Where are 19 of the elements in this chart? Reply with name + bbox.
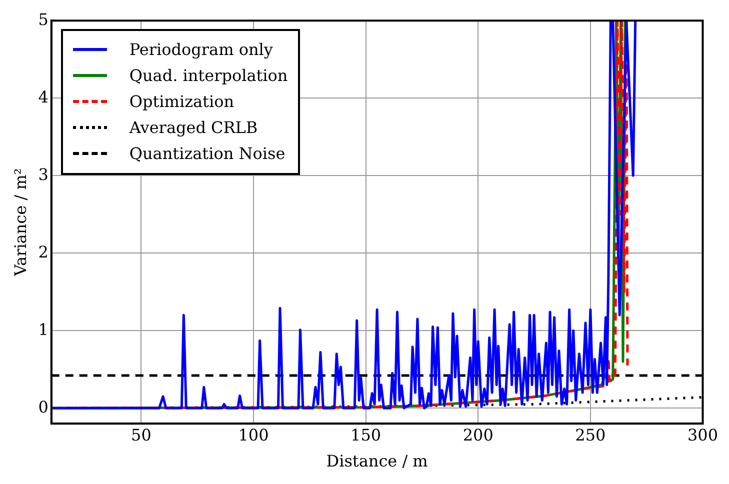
y-tick-label: 4 — [38, 87, 48, 106]
y-tick-label: 1 — [38, 320, 48, 339]
legend-label: Quad. interpolation — [129, 66, 288, 86]
legend-label: Periodogram only — [129, 40, 273, 60]
x-tick-label: 250 — [575, 425, 606, 444]
x-tick-label: 150 — [350, 425, 382, 444]
x-axis-title: Distance / m — [326, 452, 428, 471]
y-tick-label: 2 — [38, 242, 48, 262]
x-tick-label: 50 — [131, 425, 152, 444]
y-tick-label: 3 — [38, 164, 48, 184]
y-tick-label: 5 — [38, 10, 48, 29]
legend-label: Optimization — [129, 92, 234, 112]
legend-label: Averaged CRLB — [129, 118, 258, 138]
x-tick-label: 300 — [687, 425, 718, 444]
x-tick-label: 200 — [462, 425, 494, 444]
y-tick-label: 0 — [38, 397, 48, 416]
x-tick-label: 100 — [238, 425, 269, 444]
legend-label: Quantization Noise — [129, 144, 286, 164]
y-axis-title: Variance / m² — [10, 168, 30, 278]
